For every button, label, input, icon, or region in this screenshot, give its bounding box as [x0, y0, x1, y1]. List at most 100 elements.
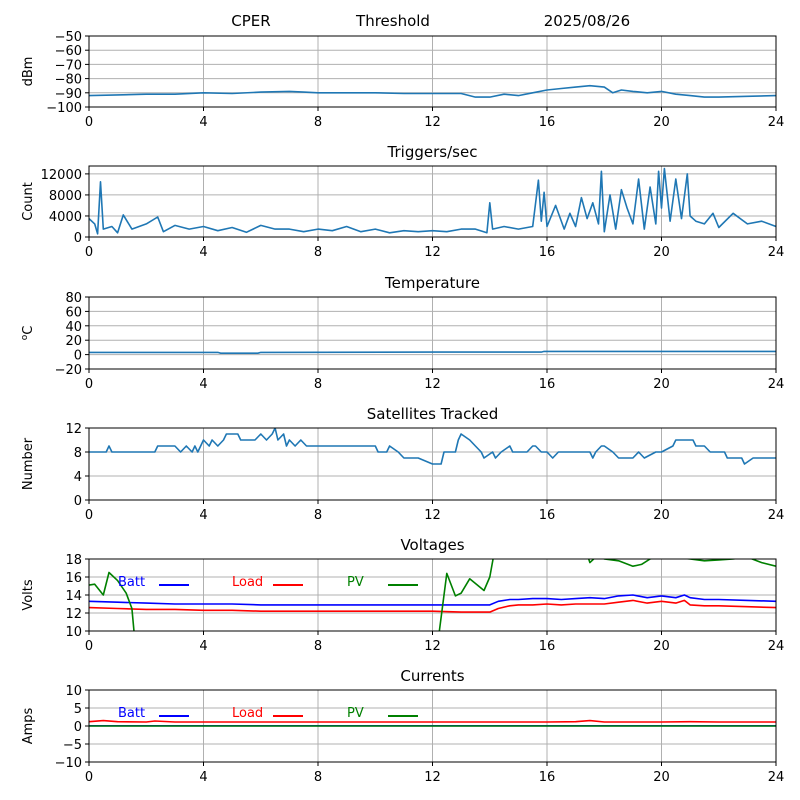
x-tick-label: 0	[85, 115, 93, 130]
panel-title: Satellites Tracked	[367, 405, 498, 423]
x-tick-label: 12	[424, 377, 441, 392]
y-tick-label: 16	[65, 571, 82, 586]
y-tick-label: 80	[65, 291, 82, 306]
y-tick-label: −50	[55, 30, 82, 45]
y-tick-label: −10	[55, 756, 82, 771]
y-axis-label: oC	[20, 326, 36, 341]
panel-title: Temperature	[384, 274, 480, 292]
y-tick-label: 4000	[49, 210, 82, 225]
x-tick-label: 16	[539, 639, 556, 654]
x-tick-label: 8	[314, 508, 322, 523]
x-tick-label: 20	[653, 508, 670, 523]
y-axis-label: Count	[21, 182, 36, 221]
y-tick-label: 10	[65, 684, 82, 699]
legend-label-pv: PV	[347, 575, 364, 590]
x-tick-label: 4	[199, 770, 207, 785]
x-tick-label: 20	[653, 770, 670, 785]
x-tick-label: 20	[653, 377, 670, 392]
legend-label-batt: Batt	[118, 575, 145, 590]
header-right: 2025/08/26	[544, 12, 630, 30]
x-tick-label: 12	[424, 115, 441, 130]
x-tick-label: 4	[199, 639, 207, 654]
series-line-batt	[89, 594, 776, 606]
y-tick-label: 60	[65, 305, 82, 320]
y-tick-label: 0	[74, 231, 82, 246]
y-tick-label: 4	[74, 470, 82, 485]
legend-label-load: Load	[232, 706, 263, 721]
y-axis-label: dBm	[21, 57, 36, 87]
legend-label-batt: Batt	[118, 706, 145, 721]
y-tick-label: 10	[65, 625, 82, 640]
y-axis-label: Amps	[21, 707, 36, 744]
x-tick-label: 4	[199, 508, 207, 523]
x-tick-label: 20	[653, 115, 670, 130]
x-tick-label: 20	[653, 245, 670, 260]
y-tick-label: 0	[74, 720, 82, 735]
x-tick-label: 0	[85, 770, 93, 785]
x-tick-label: 8	[314, 639, 322, 654]
series-line-load	[89, 719, 776, 723]
x-tick-label: 8	[314, 770, 322, 785]
x-tick-label: 16	[539, 508, 556, 523]
panel-title: Triggers/sec	[387, 143, 478, 161]
panel-triggers: 0 4 8 12 16 20 24 0 4000 8000 12000 Triggers/sec Cou…	[21, 143, 784, 260]
x-tick-label: 12	[424, 770, 441, 785]
y-axis-label: Volts	[21, 579, 36, 611]
y-tick-label: 0	[74, 349, 82, 364]
series-line	[89, 428, 776, 465]
y-tick-label: 8	[74, 446, 82, 461]
y-tick-label: 20	[65, 334, 82, 349]
y-tick-label: 12000	[41, 168, 82, 183]
y-tick-label: −80	[55, 73, 82, 88]
y-tick-label: −20	[55, 363, 82, 378]
y-tick-label: 14	[65, 589, 82, 604]
header-center: Threshold	[355, 12, 430, 30]
x-tick-label: 12	[424, 245, 441, 260]
x-tick-label: 0	[85, 245, 93, 260]
x-tick-label: 12	[424, 639, 441, 654]
x-tick-label: 24	[768, 770, 785, 785]
x-tick-label: 0	[85, 508, 93, 523]
y-tick-label: 8000	[49, 189, 82, 204]
panel-voltages: 0 4 8 12 16 20 24 10 12 14 16 18 Voltages Volts Batt Lo…	[21, 536, 784, 654]
x-tick-label: 24	[768, 115, 785, 130]
x-tick-label: 24	[768, 377, 785, 392]
series-line	[89, 167, 776, 235]
x-tick-label: 8	[314, 377, 322, 392]
panel-satellites: 0 4 8 12 16 20 24 0 4 8 12 Satellites Tracked Number	[21, 405, 784, 523]
header-left: CPER	[231, 12, 270, 30]
y-tick-label: −70	[55, 58, 82, 73]
y-tick-label: −90	[55, 87, 82, 102]
panel-title: Voltages	[400, 536, 464, 554]
legend-label-pv: PV	[347, 706, 364, 721]
y-axis-label: Number	[21, 437, 36, 490]
y-tick-label: −60	[55, 44, 82, 59]
panel-title: Currents	[400, 667, 464, 685]
y-tick-label: 18	[65, 553, 82, 568]
x-tick-label: 16	[539, 770, 556, 785]
series-line	[89, 84, 776, 98]
x-tick-label: 4	[199, 245, 207, 260]
x-tick-label: 16	[539, 115, 556, 130]
y-tick-label: 5	[74, 702, 82, 717]
x-tick-label: 0	[85, 377, 93, 392]
y-tick-label: 12	[65, 607, 82, 622]
x-tick-label: 0	[85, 639, 93, 654]
series-line-load	[89, 599, 776, 613]
y-tick-label: −100	[46, 101, 82, 116]
y-tick-label: 12	[65, 422, 82, 437]
x-tick-label: 24	[768, 245, 785, 260]
y-tick-label: 0	[74, 494, 82, 509]
x-tick-label: 24	[768, 639, 785, 654]
x-tick-label: 20	[653, 639, 670, 654]
x-tick-label: 4	[199, 115, 207, 130]
y-tick-label: −5	[63, 738, 82, 753]
x-tick-label: 16	[539, 245, 556, 260]
panel-currents: 0 4 8 12 16 20 24 −10 −5 0 5 10 Currents Amps Batt Load…	[21, 667, 784, 785]
x-tick-label: 24	[768, 508, 785, 523]
series-line-pv	[89, 559, 776, 631]
x-tick-label: 16	[539, 377, 556, 392]
legend-label-load: Load	[232, 575, 263, 590]
